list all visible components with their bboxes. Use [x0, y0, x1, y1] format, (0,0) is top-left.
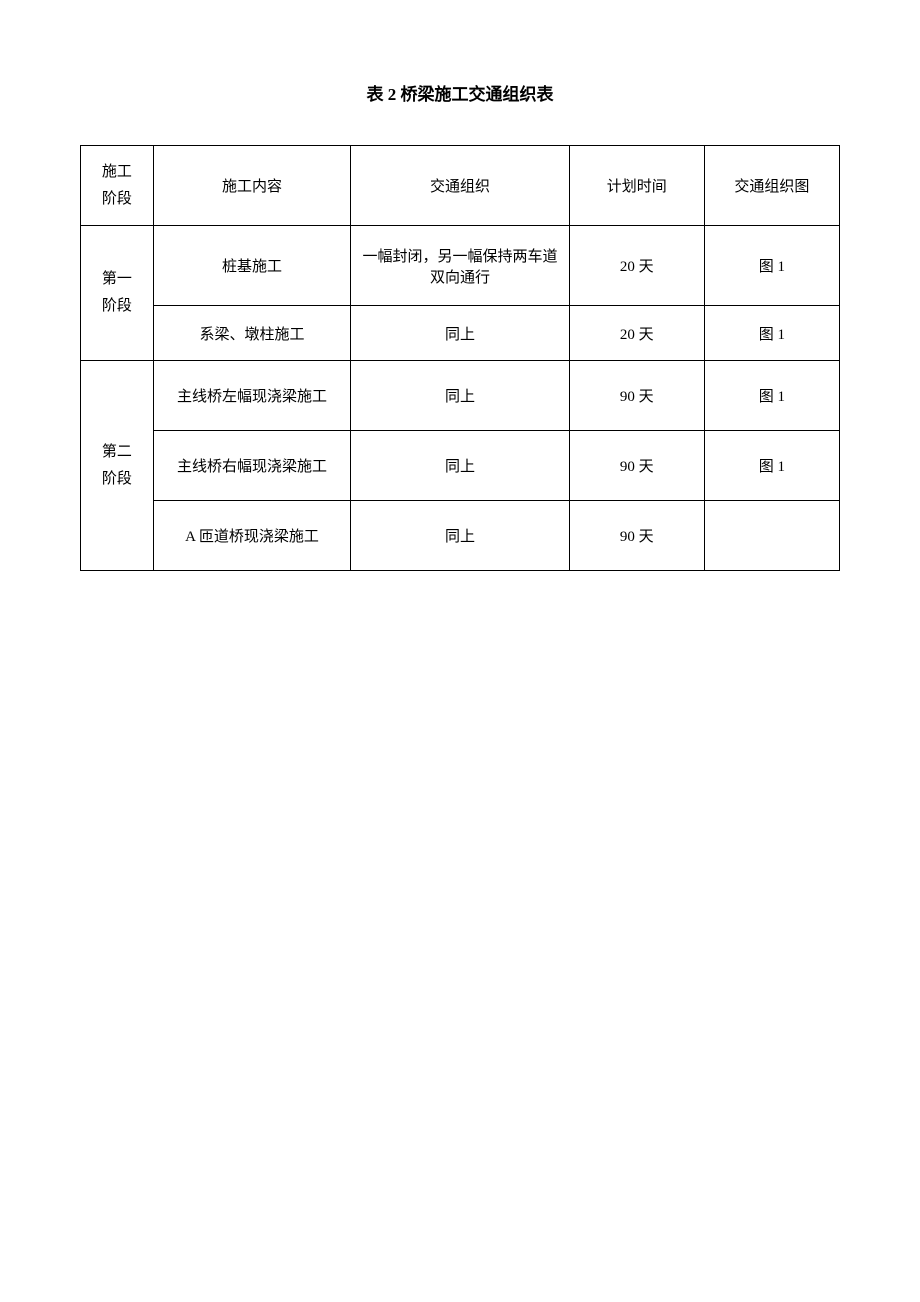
diagram-cell: 图 1 — [704, 226, 839, 306]
stage-cell: 第二 阶段 — [81, 361, 154, 571]
time-cell: 20 天 — [569, 226, 704, 306]
stage-cell: 第一 阶段 — [81, 226, 154, 361]
table-row: 系梁、墩柱施工 同上 20 天 图 1 — [81, 306, 840, 361]
table-header-row: 施工 阶段 施工内容 交通组织 计划时间 交通组织图 — [81, 146, 840, 226]
content-cell: A 匝道桥现浇梁施工 — [153, 501, 351, 571]
stage-label-line1: 第一 — [102, 271, 132, 287]
table-row: 主线桥右幅现浇梁施工 同上 90 天 图 1 — [81, 431, 840, 501]
time-cell: 90 天 — [569, 501, 704, 571]
diagram-cell — [704, 501, 839, 571]
header-stage: 施工 阶段 — [81, 146, 154, 226]
organization-cell: 一幅封闭，另一幅保持两车道双向通行 — [351, 226, 569, 306]
table-row: A 匝道桥现浇梁施工 同上 90 天 — [81, 501, 840, 571]
diagram-cell: 图 1 — [704, 306, 839, 361]
time-cell: 90 天 — [569, 361, 704, 431]
stage-label-line1: 第二 — [102, 444, 132, 460]
table-row: 第二 阶段 主线桥左幅现浇梁施工 同上 90 天 图 1 — [81, 361, 840, 431]
construction-schedule-table: 施工 阶段 施工内容 交通组织 计划时间 交通组织图 第一 阶段 桩基施工 一幅… — [80, 145, 840, 571]
stage-label-line2: 阶段 — [102, 298, 132, 314]
organization-cell: 同上 — [351, 431, 569, 501]
header-diagram: 交通组织图 — [704, 146, 839, 226]
table-row: 第一 阶段 桩基施工 一幅封闭，另一幅保持两车道双向通行 20 天 图 1 — [81, 226, 840, 306]
content-cell: 主线桥右幅现浇梁施工 — [153, 431, 351, 501]
header-stage-line1: 施工 — [102, 164, 132, 180]
header-organization: 交通组织 — [351, 146, 569, 226]
header-time: 计划时间 — [569, 146, 704, 226]
organization-cell: 同上 — [351, 361, 569, 431]
header-content: 施工内容 — [153, 146, 351, 226]
content-cell: 主线桥左幅现浇梁施工 — [153, 361, 351, 431]
content-cell: 桩基施工 — [153, 226, 351, 306]
time-cell: 20 天 — [569, 306, 704, 361]
organization-cell: 同上 — [351, 306, 569, 361]
diagram-cell: 图 1 — [704, 431, 839, 501]
page-title: 表 2 桥梁施工交通组织表 — [80, 80, 840, 105]
content-cell: 系梁、墩柱施工 — [153, 306, 351, 361]
header-stage-line2: 阶段 — [102, 191, 132, 207]
organization-cell: 同上 — [351, 501, 569, 571]
stage-label-line2: 阶段 — [102, 471, 132, 487]
time-cell: 90 天 — [569, 431, 704, 501]
diagram-cell: 图 1 — [704, 361, 839, 431]
